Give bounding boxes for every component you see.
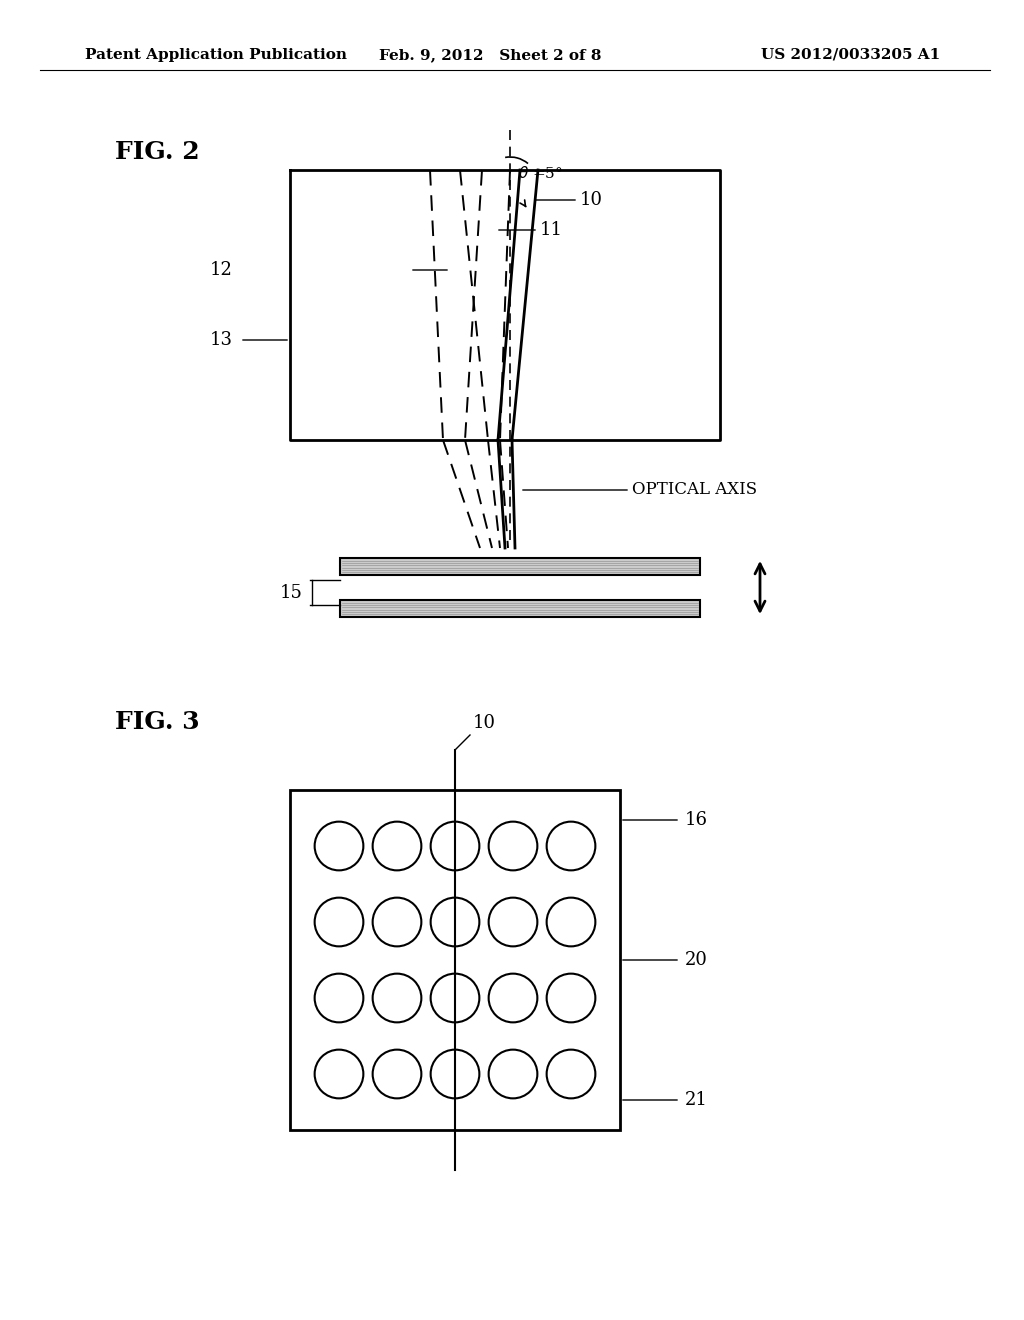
Text: 10: 10 (473, 714, 496, 733)
Bar (340, 601, 700, 616)
Text: 20: 20 (685, 950, 708, 969)
Text: FIG. 3: FIG. 3 (115, 710, 200, 734)
Text: 21: 21 (685, 1092, 708, 1109)
Text: 11: 11 (540, 220, 563, 239)
Text: 10: 10 (580, 191, 603, 209)
Text: $\theta$ =5°: $\theta$ =5° (518, 165, 563, 181)
Text: 15: 15 (280, 583, 303, 602)
Text: Patent Application Publication: Patent Application Publication (85, 48, 347, 62)
Text: FIG. 2: FIG. 2 (115, 140, 200, 164)
Bar (340, 558, 700, 576)
Text: US 2012/0033205 A1: US 2012/0033205 A1 (761, 48, 940, 62)
Text: 13: 13 (210, 331, 233, 348)
Bar (290, 789, 620, 1130)
Text: 16: 16 (685, 810, 708, 829)
Text: OPTICAL AXIS: OPTICAL AXIS (632, 482, 757, 499)
Text: 12: 12 (210, 261, 232, 279)
Text: Feb. 9, 2012   Sheet 2 of 8: Feb. 9, 2012 Sheet 2 of 8 (379, 48, 601, 62)
